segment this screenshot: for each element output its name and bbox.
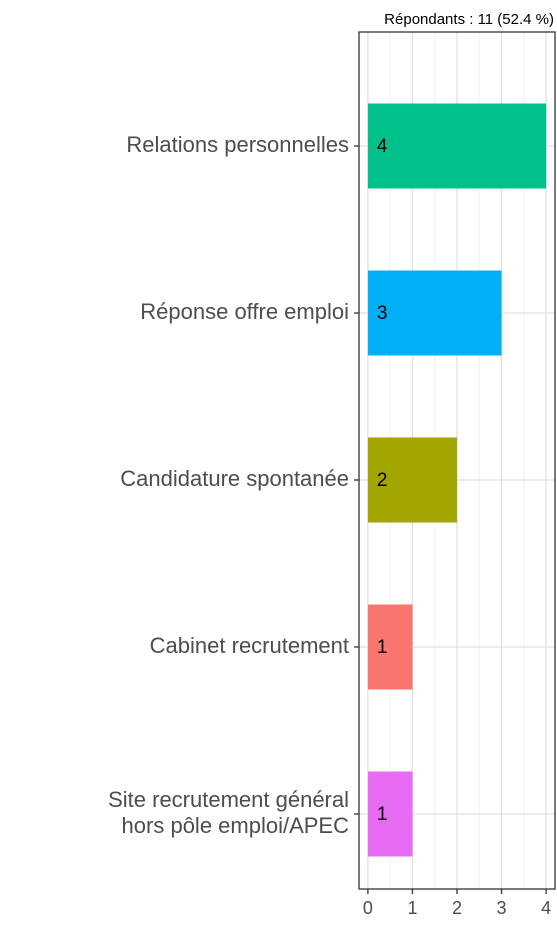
- y-tick-label: Site recrutement général: [108, 787, 349, 812]
- value-label: 3: [377, 303, 388, 324]
- x-tick-label: 3: [497, 898, 507, 918]
- panel-border: [358, 31, 556, 890]
- bar: [367, 437, 457, 523]
- bar: [367, 270, 502, 356]
- value-label: 1: [377, 637, 388, 658]
- bar: [367, 771, 413, 857]
- y-tick-label: Relations personnelles: [126, 132, 349, 157]
- bar: [367, 604, 413, 690]
- x-tick-label: 0: [363, 898, 373, 918]
- subtitle: Répondants : 11 (52.4 %): [384, 11, 554, 28]
- x-tick-label: 4: [541, 898, 551, 918]
- value-label: 1: [377, 804, 388, 825]
- value-label: 2: [377, 470, 388, 491]
- y-tick-label: Candidature spontanée: [120, 466, 349, 491]
- x-tick-label: 2: [452, 898, 462, 918]
- y-tick-label: hors pôle emploi/APEC: [122, 813, 350, 838]
- x-tick-label: 1: [407, 898, 417, 918]
- bar: [367, 103, 547, 189]
- y-tick-label: Réponse offre emploi: [140, 299, 349, 324]
- y-tick-label: Cabinet recrutement: [150, 633, 349, 658]
- value-label: 4: [377, 136, 388, 157]
